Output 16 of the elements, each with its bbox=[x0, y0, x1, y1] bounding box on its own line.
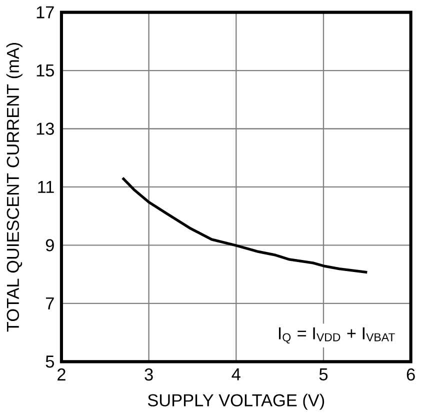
y-tick-label: 17 bbox=[36, 6, 54, 18]
y-tick-label: 13 bbox=[36, 122, 54, 135]
annotation: I$_{Q}$ = I$_{VDD}$ + I$_{VBAT}$ bbox=[278, 327, 395, 344]
x-tick-label: 5 bbox=[319, 368, 328, 380]
x-tick-label: 6 bbox=[406, 368, 415, 381]
y-tick-label: 15 bbox=[36, 64, 54, 76]
y-axis-title: TOTAL QUIESCENT CURRENT (mA) bbox=[6, 42, 22, 332]
x-axis-title: SUPPLY VOLTAGE (V) bbox=[148, 394, 324, 410]
x-tick-label: 2 bbox=[58, 368, 66, 380]
line-series bbox=[121, 176, 368, 274]
y-tick-label: 7 bbox=[46, 297, 54, 310]
y-tick-label: 11 bbox=[38, 180, 54, 193]
y-tick-label: 5 bbox=[46, 356, 54, 368]
y-tick-label: 9 bbox=[46, 239, 54, 252]
x-tick-label: 3 bbox=[144, 368, 153, 381]
x-tick-label: 4 bbox=[232, 368, 240, 380]
